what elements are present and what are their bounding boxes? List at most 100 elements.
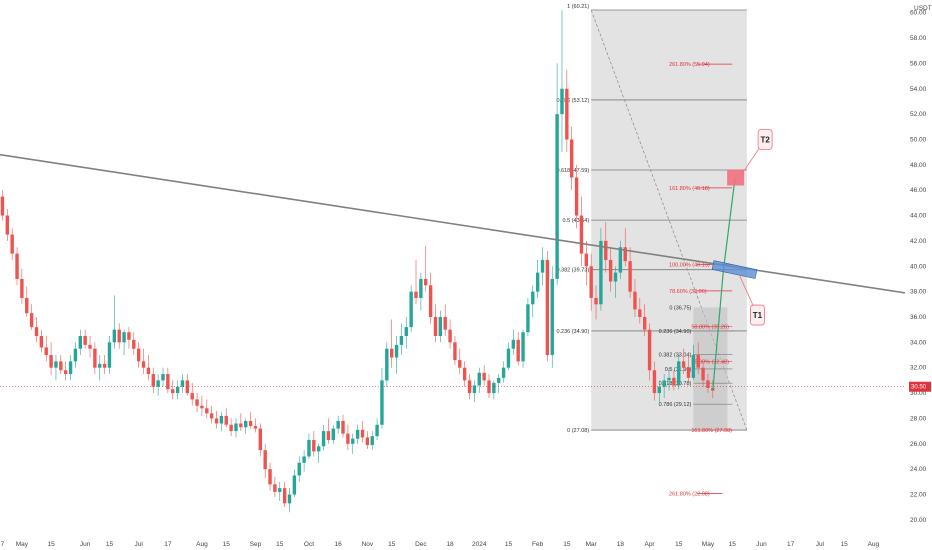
candle-body[interactable] bbox=[599, 240, 603, 305]
candle-body[interactable] bbox=[219, 415, 224, 424]
candle-body[interactable] bbox=[224, 415, 228, 425]
candle-body[interactable] bbox=[209, 413, 214, 419]
candle-body[interactable] bbox=[365, 437, 370, 446]
candle-body[interactable] bbox=[628, 261, 632, 292]
candle-body[interactable] bbox=[112, 329, 117, 343]
candle-body[interactable] bbox=[49, 355, 53, 368]
target-t1-callout[interactable] bbox=[750, 304, 765, 326]
candle-body[interactable] bbox=[5, 215, 10, 235]
candle-body[interactable] bbox=[190, 393, 194, 400]
candle-body[interactable] bbox=[453, 342, 457, 361]
candle-body[interactable] bbox=[132, 339, 136, 349]
candle-body[interactable] bbox=[141, 361, 146, 368]
candle-body[interactable] bbox=[39, 336, 44, 348]
candle-body[interactable] bbox=[127, 332, 131, 340]
candle-body[interactable] bbox=[618, 247, 623, 273]
candle-body[interactable] bbox=[419, 278, 423, 298]
candle-body[interactable] bbox=[268, 469, 272, 485]
candle-body[interactable] bbox=[205, 408, 209, 414]
candle-body[interactable] bbox=[316, 446, 321, 452]
candle-body[interactable] bbox=[467, 380, 472, 394]
candle-body[interactable] bbox=[88, 344, 92, 349]
candle-body[interactable] bbox=[307, 439, 311, 457]
candle-body[interactable] bbox=[292, 475, 297, 495]
candle-body[interactable] bbox=[560, 88, 564, 115]
candle-body[interactable] bbox=[438, 316, 443, 337]
candle-body[interactable] bbox=[487, 380, 491, 394]
candle-body[interactable] bbox=[385, 348, 389, 381]
candle-body[interactable] bbox=[706, 380, 710, 388]
candle-body[interactable] bbox=[29, 313, 34, 328]
candle-body[interactable] bbox=[360, 429, 365, 438]
candle-body[interactable] bbox=[696, 355, 700, 368]
candle-body[interactable] bbox=[282, 488, 287, 504]
candle-body[interactable] bbox=[180, 380, 185, 387]
candle-body[interactable] bbox=[521, 332, 525, 362]
candle-body[interactable] bbox=[579, 215, 584, 254]
candle-body[interactable] bbox=[535, 272, 540, 292]
candle-body[interactable] bbox=[200, 405, 204, 409]
candle-body[interactable] bbox=[497, 377, 501, 383]
candle-body[interactable] bbox=[414, 291, 418, 298]
candle-body[interactable] bbox=[404, 327, 408, 337]
candle-body[interactable] bbox=[701, 367, 705, 381]
candle-body[interactable] bbox=[428, 285, 433, 317]
candle-body[interactable] bbox=[151, 374, 155, 387]
candle-body[interactable] bbox=[331, 428, 335, 440]
candle-body[interactable] bbox=[68, 361, 73, 375]
candle-body[interactable] bbox=[73, 348, 78, 362]
candle-body[interactable] bbox=[540, 259, 545, 273]
candle-body[interactable] bbox=[346, 433, 350, 444]
candle-body[interactable] bbox=[652, 370, 657, 394]
candle-body[interactable] bbox=[574, 177, 579, 216]
candle-body[interactable] bbox=[462, 367, 467, 381]
candle-body[interactable] bbox=[594, 297, 598, 305]
candle-body[interactable] bbox=[253, 426, 258, 429]
candle-body[interactable] bbox=[258, 428, 263, 451]
candle-body[interactable] bbox=[424, 278, 428, 286]
candle-body[interactable] bbox=[83, 336, 87, 345]
candle-body[interactable] bbox=[409, 291, 413, 328]
candle-body[interactable] bbox=[389, 348, 394, 358]
candle-body[interactable] bbox=[185, 380, 190, 394]
candle-body[interactable] bbox=[273, 484, 277, 492]
candle-body[interactable] bbox=[511, 339, 516, 349]
candle-body[interactable] bbox=[59, 361, 63, 371]
candle-body[interactable] bbox=[647, 329, 652, 371]
candle-body[interactable] bbox=[472, 385, 477, 394]
candle-body[interactable] bbox=[195, 399, 199, 406]
candle-body[interactable] bbox=[156, 380, 160, 387]
candle-body[interactable] bbox=[214, 418, 219, 424]
candle-body[interactable] bbox=[550, 278, 554, 356]
candle-body[interactable] bbox=[25, 297, 29, 314]
candle-body[interactable] bbox=[341, 420, 345, 434]
target-zone-t2[interactable] bbox=[727, 169, 745, 186]
candle-body[interactable] bbox=[10, 234, 14, 254]
candle-body[interactable] bbox=[229, 424, 233, 432]
candle-body[interactable] bbox=[482, 372, 486, 381]
candle-body[interactable] bbox=[136, 348, 141, 362]
candle-body[interactable] bbox=[394, 344, 399, 358]
candle-body[interactable] bbox=[234, 423, 238, 432]
candle-body[interactable] bbox=[302, 456, 306, 463]
candle-body[interactable] bbox=[433, 316, 438, 337]
candle-body[interactable] bbox=[278, 488, 282, 492]
target-zone-t1[interactable] bbox=[711, 260, 758, 279]
candle-body[interactable] bbox=[63, 370, 68, 375]
candle-body[interactable] bbox=[638, 309, 642, 317]
candle-body[interactable] bbox=[448, 329, 452, 343]
candle-body[interactable] bbox=[146, 367, 151, 375]
candle-body[interactable] bbox=[506, 348, 511, 368]
candle-body[interactable] bbox=[516, 339, 520, 362]
target-t2-callout[interactable] bbox=[757, 129, 773, 150]
candle-body[interactable] bbox=[34, 327, 39, 337]
candle-body[interactable] bbox=[526, 304, 530, 333]
candle-body[interactable] bbox=[248, 420, 253, 427]
candle-body[interactable] bbox=[545, 259, 550, 356]
candle-body[interactable] bbox=[326, 431, 331, 440]
candle-body[interactable] bbox=[263, 450, 267, 470]
candle-body[interactable] bbox=[570, 139, 574, 178]
candle-body[interactable] bbox=[239, 423, 243, 428]
